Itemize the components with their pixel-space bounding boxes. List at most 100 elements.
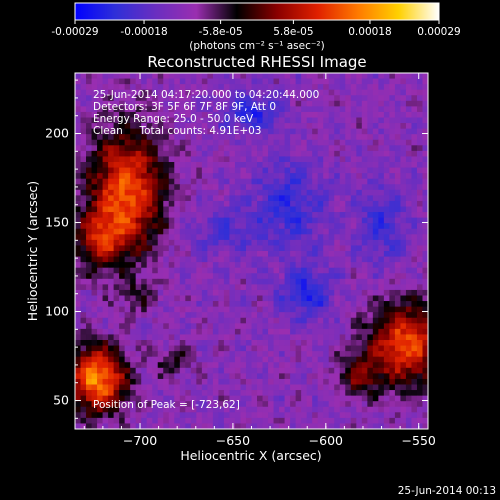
heatmap-cell: [212, 100, 219, 107]
heatmap-cell: [405, 412, 412, 419]
heatmap-cell: [301, 178, 308, 185]
heatmap-cell: [102, 134, 109, 141]
heatmap-cell: [284, 73, 291, 79]
heatmap-cell: [279, 117, 285, 124]
heatmap-cell: [350, 189, 357, 196]
heatmap-cell: [284, 212, 291, 219]
heatmap-cell: [108, 384, 115, 391]
heatmap-cell: [124, 417, 131, 424]
heatmap-cell: [328, 195, 335, 202]
heatmap-cell: [119, 150, 126, 157]
heatmap-cell: [102, 217, 109, 224]
heatmap-cell: [306, 301, 313, 308]
heatmap-cell: [279, 412, 285, 419]
heatmap-cell: [328, 317, 335, 324]
heatmap-cell: [240, 173, 247, 180]
heatmap-cell: [97, 412, 103, 419]
heatmap-cell: [389, 356, 396, 363]
heatmap-cell: [328, 84, 335, 91]
heatmap-cell: [284, 228, 291, 235]
heatmap-cell: [295, 273, 302, 280]
heatmap-cell: [207, 100, 214, 107]
heatmap-cell: [323, 234, 330, 241]
heatmap-cell: [268, 395, 274, 402]
heatmap-cell: [86, 362, 92, 369]
heatmap-cell: [356, 378, 363, 385]
heatmap-cell: [257, 228, 263, 235]
heatmap-cell: [179, 412, 186, 419]
heatmap-cell: [317, 367, 324, 374]
heatmap-cell: [163, 123, 170, 130]
heatmap-cell: [383, 167, 390, 174]
heatmap-cell: [339, 178, 346, 185]
heatmap-cell: [201, 134, 208, 141]
heatmap-cell: [229, 95, 236, 102]
heatmap-cell: [240, 262, 247, 269]
heatmap-cell: [97, 78, 103, 85]
heatmap-cell: [306, 340, 313, 346]
heatmap-cell: [168, 340, 175, 346]
heatmap-cell: [301, 395, 308, 402]
heatmap-cell: [279, 367, 285, 374]
heatmap-cell: [422, 345, 428, 352]
heatmap-cell: [290, 178, 297, 185]
heatmap-cell: [163, 217, 170, 224]
heatmap-cell: [86, 273, 92, 280]
heatmap-cell: [378, 89, 385, 96]
heatmap-cell: [416, 184, 423, 191]
heatmap-cell: [312, 301, 319, 308]
heatmap-cell: [378, 106, 385, 113]
heatmap-cell: [141, 195, 148, 202]
heatmap-cell: [185, 78, 192, 85]
heatmap-cell: [257, 289, 263, 296]
heatmap-cell: [91, 195, 98, 202]
heatmap-cell: [190, 367, 197, 374]
heatmap-cell: [207, 200, 214, 207]
heatmap-cell: [361, 412, 368, 419]
heatmap-cell: [207, 289, 214, 296]
heatmap-cell: [196, 134, 203, 141]
heatmap-cell: [146, 406, 153, 413]
heatmap-cell: [257, 390, 263, 397]
heatmap-cell: [113, 390, 120, 397]
heatmap-cell: [163, 345, 170, 352]
heatmap-cell: [394, 256, 401, 263]
heatmap-cell: [339, 345, 346, 352]
heatmap-cell: [135, 156, 142, 163]
heatmap-cell: [135, 134, 142, 141]
heatmap-cell: [328, 173, 335, 180]
heatmap-cell: [163, 312, 170, 319]
heatmap-cell: [339, 167, 346, 174]
heatmap-cell: [212, 106, 219, 113]
heatmap-cell: [345, 245, 352, 252]
heatmap-cell: [157, 228, 164, 235]
heatmap-cell: [345, 184, 352, 191]
heatmap-cell: [251, 267, 258, 274]
heatmap-cell: [245, 212, 252, 219]
heatmap-cell: [306, 406, 313, 413]
heatmap-cell: [185, 323, 192, 330]
heatmap-cell: [141, 356, 148, 363]
heatmap-cell: [152, 312, 159, 319]
heatmap-cell: [416, 245, 423, 252]
heatmap-cell: [152, 378, 159, 385]
peak-position-label: Position of Peak = [-723,62]: [93, 399, 240, 411]
heatmap-cell: [416, 139, 423, 146]
heatmap-cell: [273, 217, 280, 224]
heatmap-cell: [234, 340, 241, 346]
heatmap-cell: [174, 267, 181, 274]
heatmap-cell: [323, 384, 330, 391]
heatmap-cell: [201, 356, 208, 363]
heatmap-cell: [245, 423, 252, 429]
heatmap-cell: [218, 256, 225, 263]
heatmap-cell: [312, 100, 319, 107]
heatmap-cell: [383, 301, 390, 308]
heatmap-cell: [196, 84, 203, 91]
heatmap-cell: [146, 340, 153, 346]
heatmap-cell: [212, 206, 219, 213]
heatmap-cell: [301, 417, 308, 424]
heatmap-cell: [152, 417, 159, 424]
heatmap-cell: [416, 267, 423, 274]
heatmap-cell: [422, 278, 428, 285]
heatmap-cell: [207, 273, 214, 280]
